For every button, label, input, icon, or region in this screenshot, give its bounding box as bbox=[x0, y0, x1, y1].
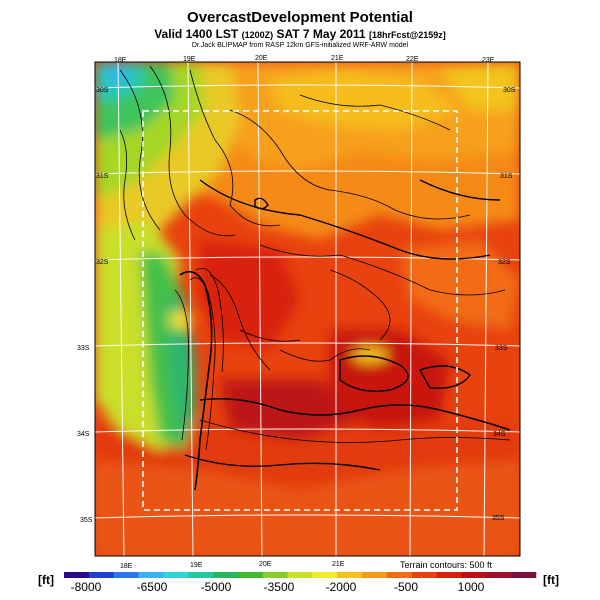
overcast-field bbox=[95, 62, 520, 556]
colorbar-tick-labels: -8000 -6500 -5000 -3500 -2000 -500 1000 bbox=[71, 580, 485, 594]
colorbar-unit-left: [ft] bbox=[38, 573, 54, 587]
colorbar-unit-right: [ft] bbox=[543, 573, 559, 587]
left-lat-label: 34S bbox=[77, 431, 90, 438]
colorbar-swatch bbox=[337, 572, 363, 578]
right-lat-label: 35S bbox=[492, 515, 505, 522]
map-frame bbox=[94, 61, 521, 557]
colorbar-swatch bbox=[436, 572, 462, 578]
bottom-lon-label: 20E bbox=[259, 561, 272, 568]
valid-date: SAT 7 May 2011 bbox=[273, 27, 369, 41]
colorbar-swatch bbox=[213, 572, 239, 578]
colorbar-tick-label: -2000 bbox=[326, 580, 357, 594]
colorbar-swatch bbox=[287, 572, 313, 578]
colorbar-swatch bbox=[312, 572, 338, 578]
top-lon-label: 19E bbox=[183, 56, 196, 63]
map-subtitle: Valid 1400 LST (1200Z) SAT 7 May 2011 [1… bbox=[0, 27, 600, 41]
map-credit: Dr.Jack BLIPMAP from RASP 12km GFS-initi… bbox=[191, 42, 409, 49]
left-lat-label: 33S bbox=[77, 345, 90, 352]
top-lon-label: 23E bbox=[482, 57, 495, 64]
colorbar-tick-label: -6500 bbox=[137, 580, 168, 594]
top-lon-label: 22E bbox=[406, 56, 419, 63]
top-longitude-labels: 18E 19E 20E 21E 22E 23E bbox=[114, 55, 495, 64]
top-lon-label: 21E bbox=[331, 55, 344, 62]
colorbar-swatch bbox=[411, 572, 437, 578]
bottom-longitude-labels: 18E 19E 20E 21E bbox=[120, 561, 345, 570]
bottom-lon-label: 21E bbox=[332, 561, 345, 568]
right-lat-label: 30S bbox=[503, 87, 516, 94]
colorbar-swatch bbox=[511, 572, 537, 578]
map-title: OvercastDevelopment Potential bbox=[187, 9, 413, 26]
right-lat-label: 33S bbox=[495, 345, 508, 352]
left-lat-label: 35S bbox=[80, 517, 93, 524]
colorbar-swatch bbox=[486, 572, 512, 578]
top-lon-label: 20E bbox=[255, 55, 268, 62]
colorbar-swatch bbox=[113, 572, 139, 578]
colorbar-tick-label: -5000 bbox=[201, 580, 232, 594]
bottom-lon-label: 18E bbox=[120, 563, 133, 570]
colorbar-swatch bbox=[188, 572, 214, 578]
colorbar-swatch bbox=[386, 572, 413, 578]
color-scale-bar bbox=[64, 572, 537, 578]
valid-time: Valid 1400 LST bbox=[154, 27, 242, 41]
bottom-lon-label: 19E bbox=[190, 562, 203, 569]
terrain-contour-note: Terrain contours: 500 ft bbox=[400, 560, 493, 570]
colorbar-swatch bbox=[64, 572, 90, 578]
utc-time: (1200Z) bbox=[241, 30, 274, 40]
colorbar-swatch bbox=[461, 572, 487, 578]
right-lat-label: 32S bbox=[498, 259, 511, 266]
terrain-contours bbox=[119, 65, 511, 491]
left-latitude-labels: 30S 31S 32S 33S 34S 35S bbox=[77, 87, 109, 524]
colorbar-swatch bbox=[262, 572, 288, 578]
colorbar-swatch bbox=[362, 572, 388, 578]
colorbar-tick-label: -500 bbox=[394, 580, 418, 594]
colorbar-swatch bbox=[88, 572, 114, 578]
left-lat-label: 30S bbox=[96, 87, 109, 94]
colorbar-swatch bbox=[163, 572, 189, 578]
right-latitude-labels: 30S 31S 32S 33S 34S 35S bbox=[492, 87, 516, 522]
inner-domain-boundary bbox=[142, 110, 458, 511]
top-lon-label: 18E bbox=[114, 57, 127, 64]
right-lat-label: 34S bbox=[493, 431, 506, 438]
right-lat-label: 31S bbox=[500, 173, 513, 180]
forecast-info: [18hrFcst@2159z] bbox=[368, 30, 446, 40]
colorbar-tick-label: -3500 bbox=[264, 580, 295, 594]
colorbar-tick-label: -8000 bbox=[71, 580, 102, 594]
colorbar-swatch bbox=[237, 572, 264, 578]
colorbar-tick-label: 1000 bbox=[458, 580, 485, 594]
colorbar-swatch bbox=[138, 572, 164, 578]
graticule bbox=[95, 62, 520, 556]
left-lat-label: 31S bbox=[96, 173, 109, 180]
left-lat-label: 32S bbox=[96, 259, 109, 266]
